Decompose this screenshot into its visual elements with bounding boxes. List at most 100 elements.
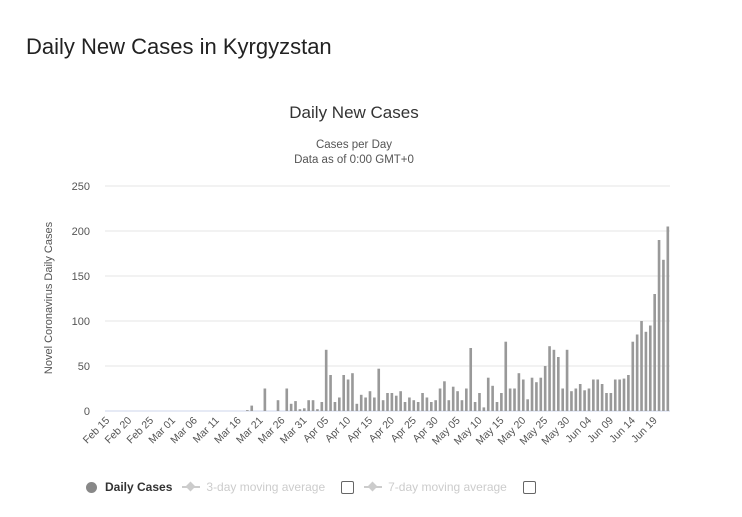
- bar-daily-cases[interactable]: [447, 400, 451, 411]
- bar-daily-cases[interactable]: [491, 385, 494, 411]
- legend-7day-average[interactable]: 7-day moving average: [364, 480, 536, 494]
- bar-daily-cases[interactable]: [298, 409, 302, 411]
- bar-daily-cases[interactable]: [403, 402, 407, 411]
- bar-daily-cases[interactable]: [613, 379, 617, 412]
- bar-daily-cases[interactable]: [329, 375, 332, 411]
- bar-daily-cases[interactable]: [473, 402, 477, 411]
- bar-daily-cases[interactable]: [644, 331, 648, 411]
- bar-daily-cases[interactable]: [587, 388, 591, 412]
- bar-daily-cases[interactable]: [552, 349, 556, 411]
- bar-daily-cases[interactable]: [434, 400, 437, 411]
- bar-daily-cases[interactable]: [596, 379, 600, 412]
- bar-daily-cases[interactable]: [246, 410, 249, 411]
- bar-daily-cases[interactable]: [324, 349, 328, 411]
- bar-daily-cases[interactable]: [465, 388, 468, 412]
- bar-daily-cases[interactable]: [539, 377, 543, 411]
- bar-daily-cases[interactable]: [486, 377, 490, 411]
- chart-subtitle-2: Data as of 0:00 GMT+0: [294, 154, 414, 166]
- bar-daily-cases[interactable]: [250, 405, 254, 411]
- bar-daily-cases[interactable]: [605, 393, 608, 411]
- bar-daily-cases[interactable]: [456, 391, 459, 411]
- y-tick-label: 200: [72, 226, 90, 238]
- bar-daily-cases[interactable]: [438, 388, 442, 412]
- bar-daily-cases[interactable]: [618, 379, 621, 412]
- bar-daily-cases[interactable]: [307, 400, 310, 411]
- checkbox-7day[interactable]: [522, 480, 536, 494]
- bar-daily-cases[interactable]: [609, 393, 613, 411]
- bar-daily-cases[interactable]: [346, 379, 350, 412]
- bar-daily-cases[interactable]: [517, 373, 521, 411]
- bar-daily-cases[interactable]: [592, 379, 595, 412]
- bar-daily-cases[interactable]: [548, 346, 551, 411]
- bar-daily-cases[interactable]: [320, 402, 324, 411]
- bar-daily-cases[interactable]: [425, 397, 429, 412]
- bar-daily-cases[interactable]: [285, 388, 289, 412]
- legend-3day-average[interactable]: 3-day moving average: [182, 480, 355, 494]
- bar-daily-cases[interactable]: [416, 402, 420, 411]
- bar-daily-cases[interactable]: [399, 391, 402, 411]
- bar-daily-cases[interactable]: [640, 321, 643, 411]
- bar-daily-cases[interactable]: [338, 397, 341, 412]
- legend-daily-cases[interactable]: Daily Cases: [86, 480, 172, 494]
- bar-daily-cases[interactable]: [530, 377, 534, 411]
- bar-daily-cases[interactable]: [662, 259, 665, 411]
- bar-daily-cases[interactable]: [429, 402, 433, 411]
- legend-label: 3-day moving average: [206, 480, 326, 494]
- bar-daily-cases[interactable]: [302, 408, 306, 411]
- bar-daily-cases[interactable]: [495, 402, 499, 411]
- bar-daily-cases[interactable]: [394, 395, 398, 411]
- bar-daily-cases[interactable]: [574, 388, 578, 412]
- bar-daily-cases[interactable]: [443, 381, 446, 411]
- bar-daily-cases[interactable]: [513, 388, 516, 412]
- bar-daily-cases[interactable]: [600, 384, 604, 411]
- bar-daily-cases[interactable]: [421, 393, 424, 411]
- bar-daily-cases[interactable]: [557, 357, 560, 411]
- bar-daily-cases[interactable]: [316, 409, 319, 411]
- bar-daily-cases[interactable]: [570, 391, 573, 411]
- bar-daily-cases[interactable]: [482, 407, 486, 411]
- bar-daily-cases[interactable]: [381, 400, 385, 411]
- bar-daily-cases[interactable]: [333, 402, 337, 411]
- bar-daily-cases[interactable]: [561, 388, 565, 412]
- bar-daily-cases[interactable]: [666, 226, 670, 412]
- bar-daily-cases[interactable]: [460, 400, 464, 411]
- bar-daily-cases[interactable]: [451, 386, 455, 411]
- bar-daily-cases[interactable]: [469, 348, 473, 411]
- bar-daily-cases[interactable]: [412, 400, 416, 411]
- bar-daily-cases[interactable]: [500, 393, 503, 411]
- bar-daily-cases[interactable]: [504, 341, 508, 411]
- bar-daily-cases[interactable]: [521, 379, 525, 412]
- bar-daily-cases[interactable]: [653, 294, 656, 411]
- bar-daily-cases[interactable]: [342, 375, 346, 411]
- bar-daily-cases[interactable]: [377, 368, 381, 411]
- bar-daily-cases[interactable]: [311, 400, 315, 411]
- bar-daily-cases[interactable]: [526, 399, 529, 411]
- checkbox-3day[interactable]: [341, 480, 355, 494]
- bar-daily-cases[interactable]: [355, 403, 359, 411]
- bar-daily-cases[interactable]: [648, 325, 652, 412]
- bar-daily-cases[interactable]: [583, 390, 586, 411]
- bar-daily-cases[interactable]: [351, 373, 354, 411]
- bar-daily-cases[interactable]: [657, 240, 661, 411]
- bar-daily-cases[interactable]: [289, 403, 293, 411]
- bar-daily-cases[interactable]: [263, 388, 267, 412]
- bar-daily-cases[interactable]: [565, 349, 569, 411]
- bar-daily-cases[interactable]: [364, 397, 367, 412]
- bar-daily-cases[interactable]: [578, 384, 582, 411]
- bar-daily-cases[interactable]: [478, 393, 481, 411]
- bar-daily-cases[interactable]: [622, 378, 626, 411]
- bar-daily-cases[interactable]: [359, 394, 363, 411]
- bar-daily-cases[interactable]: [535, 382, 538, 411]
- bar-daily-cases[interactable]: [631, 341, 635, 411]
- bar-daily-cases[interactable]: [386, 393, 389, 411]
- bar-daily-cases[interactable]: [635, 334, 639, 412]
- bar-daily-cases[interactable]: [276, 400, 280, 411]
- bar-daily-cases[interactable]: [408, 397, 411, 412]
- bar-daily-cases[interactable]: [508, 388, 512, 412]
- bar-daily-cases[interactable]: [368, 391, 372, 411]
- bar-daily-cases[interactable]: [627, 375, 630, 411]
- bar-daily-cases[interactable]: [543, 366, 547, 411]
- bar-daily-cases[interactable]: [390, 393, 394, 411]
- bar-daily-cases[interactable]: [373, 397, 376, 412]
- bar-daily-cases[interactable]: [294, 401, 297, 411]
